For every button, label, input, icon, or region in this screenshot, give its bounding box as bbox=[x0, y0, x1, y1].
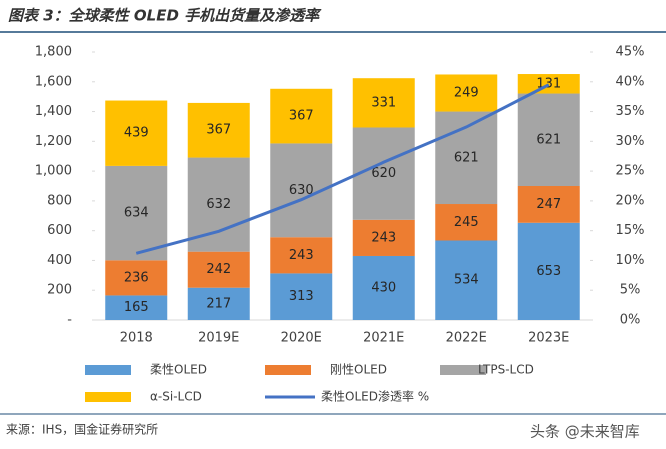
y-tick-label: 800 bbox=[47, 193, 72, 208]
legend-swatch bbox=[85, 392, 131, 402]
legend-label: 柔性OLED渗透率 % bbox=[321, 389, 429, 404]
bar-segment bbox=[105, 295, 168, 320]
bar-segment bbox=[270, 237, 333, 274]
y-tick-label: 1,400 bbox=[35, 104, 72, 119]
data-label: 621 bbox=[536, 132, 561, 147]
y2-tick-label: 15% bbox=[616, 223, 645, 238]
data-label: 430 bbox=[371, 280, 396, 295]
data-label: 634 bbox=[124, 206, 149, 221]
legend-swatch bbox=[85, 365, 131, 375]
data-label: 242 bbox=[206, 262, 231, 277]
x-tick-label: 2021E bbox=[363, 331, 404, 346]
x-tick-label: 2018 bbox=[120, 331, 153, 346]
chart-title: 图表 3：全球柔性 OLED 手机出货量及渗透率 bbox=[8, 7, 322, 25]
x-tick-label: 2019E bbox=[198, 331, 239, 346]
y2-tick-label: 20% bbox=[616, 193, 645, 208]
data-label: 367 bbox=[289, 109, 314, 124]
x-tick-label: 2020E bbox=[281, 331, 322, 346]
bar-segment bbox=[187, 287, 250, 320]
legend-label: 柔性OLED bbox=[150, 363, 207, 377]
data-label: 247 bbox=[536, 197, 561, 212]
y-tick-label: 600 bbox=[47, 223, 72, 238]
y2-tick-label: 35% bbox=[616, 104, 645, 119]
data-label: 245 bbox=[454, 215, 479, 230]
y-tick-label: 1,200 bbox=[35, 134, 72, 149]
y-tick-label: 400 bbox=[47, 253, 72, 268]
bar-segment bbox=[352, 219, 415, 256]
x-tick-label: 2023E bbox=[528, 331, 569, 346]
bar-segment bbox=[517, 222, 580, 320]
bar-segment bbox=[270, 273, 333, 320]
data-label: 653 bbox=[536, 264, 561, 279]
data-label: 217 bbox=[206, 296, 231, 311]
data-label: 534 bbox=[454, 273, 479, 288]
data-label: 621 bbox=[454, 150, 479, 165]
y-tick-label: 1,000 bbox=[35, 164, 72, 179]
bar-segment bbox=[517, 93, 580, 186]
y2-tick-label: 45% bbox=[616, 45, 645, 60]
bar-segment bbox=[105, 260, 168, 296]
bar-segment bbox=[517, 186, 580, 223]
legend-label: LTPS-LCD bbox=[478, 363, 534, 377]
bar-segment bbox=[105, 100, 168, 166]
data-label: 243 bbox=[371, 230, 396, 245]
source: 来源：IHS，国金证券研究所 bbox=[6, 422, 158, 437]
legend-label: α-Si-LCD bbox=[150, 390, 202, 404]
bar-segment bbox=[187, 102, 250, 158]
bar-segment bbox=[435, 74, 498, 112]
y-tick-label: 200 bbox=[47, 283, 72, 298]
data-label: 249 bbox=[454, 86, 479, 101]
legend-label: 刚性OLED bbox=[330, 363, 387, 377]
bar-segment bbox=[105, 165, 168, 261]
legend-swatch bbox=[440, 365, 486, 375]
bar-segment bbox=[435, 240, 498, 320]
y2-tick-label: 25% bbox=[616, 164, 645, 179]
watermark: 头条 @未来智库 bbox=[530, 423, 640, 441]
y2-tick-label: 5% bbox=[620, 283, 641, 298]
x-tick-label: 2022E bbox=[446, 331, 487, 346]
y-tick-label: 1,600 bbox=[35, 74, 72, 89]
bar-segment bbox=[435, 204, 498, 241]
data-label: 331 bbox=[371, 95, 396, 110]
data-label: 620 bbox=[371, 166, 396, 181]
data-label: 313 bbox=[289, 289, 314, 304]
bar-segment bbox=[352, 255, 415, 320]
y-tick-label: - bbox=[67, 313, 72, 328]
y2-tick-label: 10% bbox=[616, 253, 645, 268]
data-label: 439 bbox=[124, 126, 149, 141]
bar-segment bbox=[270, 88, 333, 144]
data-label: 236 bbox=[124, 270, 149, 285]
legend-swatch bbox=[265, 365, 311, 375]
y2-tick-label: 0% bbox=[620, 313, 641, 328]
y2-tick-label: 40% bbox=[616, 74, 645, 89]
bar-segment bbox=[517, 74, 580, 94]
data-label: 165 bbox=[124, 300, 149, 315]
data-label: 632 bbox=[206, 197, 231, 212]
y-tick-label: 1,800 bbox=[35, 45, 72, 60]
y2-tick-label: 30% bbox=[616, 134, 645, 149]
bar-segment bbox=[352, 127, 415, 220]
bar-segment bbox=[352, 78, 415, 128]
data-label: 630 bbox=[289, 183, 314, 198]
line-series bbox=[135, 83, 550, 255]
data-label: 243 bbox=[289, 248, 314, 263]
bar-segment bbox=[187, 251, 250, 288]
data-label: 367 bbox=[206, 123, 231, 138]
